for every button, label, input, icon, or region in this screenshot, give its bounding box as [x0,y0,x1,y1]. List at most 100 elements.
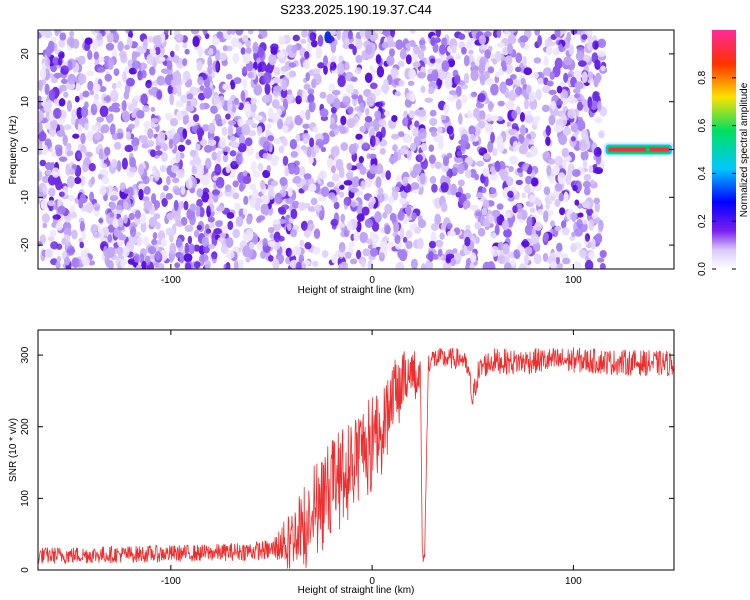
spectrogram-dot [597,50,606,57]
spectrogram-dot [285,116,292,125]
spectrogram-dot [561,227,570,236]
spectrogram-dot [204,33,210,39]
spectrogram-dot [253,61,258,71]
spectrogram-dot [505,78,514,86]
spectrogram-dot [75,95,80,103]
spectrogram-dot [128,123,135,130]
spectrogram-dot [122,111,130,123]
spectrogram-dot [581,99,588,106]
spectrogram-dot [346,172,353,179]
spectrogram-dot [64,256,70,266]
spectrogram-dot [582,159,588,169]
spectrogram-dot [386,55,395,66]
spectrogram-dot [443,103,449,115]
spectrogram-dot [446,168,453,179]
spectrogram-dot [153,200,161,209]
spectrogram-dot [479,73,486,86]
spectrogram-dot [110,201,116,211]
spectrogram-dot [300,38,307,44]
spectrogram-dot [87,80,94,91]
spectrogram-dot [77,55,86,65]
spectrogram-dot [207,198,214,204]
spectrogram-dot [594,59,601,70]
spectrogram-dot [261,95,270,104]
spectrogram-dot [114,141,122,150]
spectrogram-dot [376,192,385,203]
spectrogram-dot [193,244,201,252]
spectrogram-dot [185,178,193,190]
spectrogram-dot [154,261,160,268]
spectrogram-dot [545,136,551,146]
spectrogram-dot [429,109,437,117]
spectrogram-dot [313,228,321,239]
spectrogram-dot [369,30,378,42]
spectrogram-dot [203,86,213,99]
spectrogram-dot [50,241,59,250]
spectrogram-dot [594,117,603,124]
spectrogram-dot [339,191,345,198]
spectrogram-dot [412,61,421,68]
spectrogram-dot [257,163,264,172]
spectrogram-dot [454,74,461,85]
spectrogram-dot [66,150,74,156]
spectrogram-dot [45,170,52,176]
spectrogram-dot [429,175,437,184]
spectrogram-dot [476,160,485,167]
spectrogram-dot [260,250,266,259]
spectrogram-dot [340,213,346,223]
spectrogram-dot [175,33,184,43]
spectrogram-dot [278,35,286,46]
spectrogram-dot [207,216,215,223]
spectrogram-dot [84,37,93,45]
spectrogram-dot [365,177,372,188]
spectrogram-dot [221,226,228,234]
spectrogram-dot [248,30,254,35]
spectrogram-dot [375,176,382,188]
spectrogram-dot [165,112,173,121]
spectrogram-dot [379,148,386,155]
spectrogram-dot [290,229,297,238]
spectrogram-dot [40,199,49,210]
spectrogram-dot [388,195,394,204]
spectrogram-dot [545,125,551,136]
spectrogram-dot [158,56,166,62]
spectrogram-dot [497,42,505,48]
spectrogram-dot [168,138,174,149]
spectrogram-dot [265,64,274,74]
spectrogram-dot [350,258,358,265]
spectrogram-dot [428,144,434,152]
spectrogram-dot [374,211,382,223]
spectrogram-dot [525,84,532,95]
spectrogram-dot [470,61,476,68]
spectrogram-dot [577,119,586,132]
spectrogram-dot [566,31,571,43]
spectrogram-dot [583,186,591,196]
spectrogram-dot [490,245,500,257]
spectrogram-dot [360,259,366,268]
spectrogram-dot [235,216,244,227]
spectrogram-dot [45,162,53,171]
spectrogram-dot [599,250,607,258]
spectrogram-dot [456,150,463,157]
spectrogram-dot [268,255,274,262]
spectrogram-dot [126,77,135,87]
spectrogram-dot [111,102,120,108]
spectrogram-dot [407,119,413,126]
spectrogram-dot [182,58,188,67]
spectrogram-dot [389,213,396,222]
spectrogram-dot [307,88,315,95]
spectrogram-dot [271,112,279,123]
spectrogram-dot [496,30,502,38]
spectrogram-dot [88,163,96,172]
spectrogram-dot [554,30,561,38]
spectrogram-dot [344,251,352,259]
spectrogram-dot [238,183,245,192]
spectrogram-dot [534,30,540,36]
spectrogram-dot [169,172,177,178]
spectrogram-dot [151,238,158,246]
spectrogram-dot [328,192,336,200]
spectrogram-dot [289,70,296,78]
spectrogram-dot [63,124,72,131]
spectrogram-dot [245,40,251,48]
spectrogram-dot [366,96,374,107]
